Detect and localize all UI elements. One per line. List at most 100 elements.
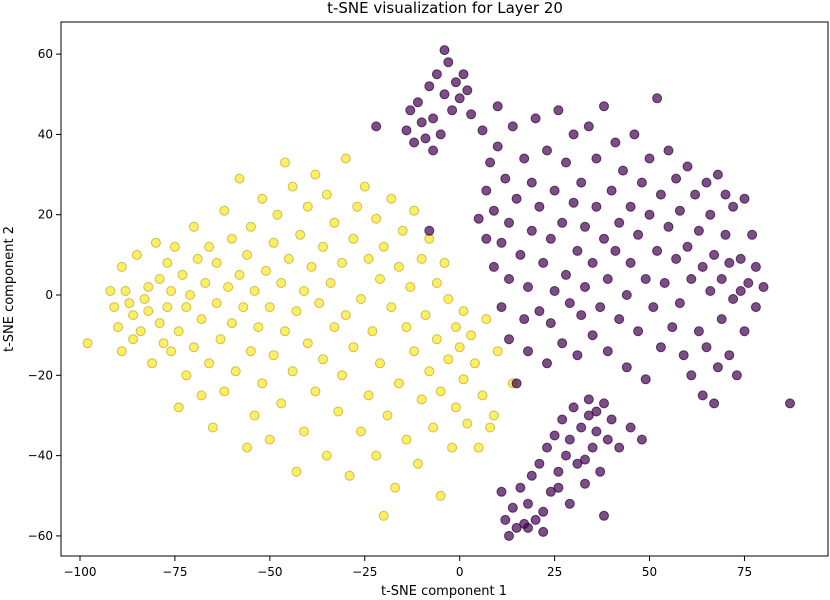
scatter-point [663,221,674,232]
scatter-point [545,233,556,244]
scatter-point [207,422,218,433]
scatter-point [253,322,264,333]
scatter-point [712,169,723,180]
scatter-point [173,402,184,413]
scatter-point [116,261,127,272]
scatter-point [758,282,769,292]
scatter-point [724,350,735,361]
scatter-point [128,310,139,321]
scatter-point [283,253,294,264]
scatter-point [276,398,287,409]
scatter-point [454,342,465,353]
scatter-point [720,189,731,200]
scatter-point [545,318,556,329]
scatter-point [496,237,507,248]
scatter-point [659,278,670,288]
scatter-point [318,354,328,365]
scatter-point [568,197,579,208]
scatter-point [131,249,142,260]
scatter-point [348,342,359,353]
scatter-point [82,338,93,349]
scatter-point [378,241,389,252]
scatter-point [416,394,427,405]
scatter-point [549,430,560,441]
scatter-point [515,482,526,493]
scatter-point [245,221,256,232]
scatter-point [712,362,723,373]
scatter-point [572,350,583,361]
scatter-point [485,157,496,168]
scatter-point [306,261,317,272]
scatter-point [705,286,716,296]
scatter-point [693,225,704,236]
scatter-point [158,338,169,349]
scatter-point [583,121,594,132]
scatter-point [519,153,530,164]
scatter-point [481,233,492,244]
scatter-point [576,177,587,188]
scatter-point [424,366,435,377]
y-tick-label: −40 [28,449,53,463]
scatter-point [705,209,716,220]
scatter-point [618,165,628,176]
scatter-point [337,257,347,268]
scatter-point [488,410,499,421]
scatter-point [405,105,416,116]
scatter-point [595,466,606,477]
scatter-point [462,85,473,96]
scatter-point [488,205,499,216]
scatter-point [348,233,359,244]
scatter-point [393,261,404,272]
scatter-point [481,185,492,196]
scatter-point [640,274,651,284]
x-tick-label: −75 [162,565,187,579]
scatter-point [606,414,617,425]
scatter-point [109,302,120,313]
scatter-point [507,121,518,132]
scatter-point [545,486,556,497]
scatter-point [690,189,701,200]
scatter-point [652,93,663,104]
scatter-point [439,89,450,100]
scatter-point [428,113,439,124]
scatter-point [287,366,298,377]
scatter-point [356,426,366,437]
x-tick-label: 50 [642,565,657,579]
scatter-point [500,173,511,184]
scatter-point [750,302,761,313]
scatter-point [564,498,575,509]
x-tick-label: −100 [64,565,97,579]
scatter-point [697,390,708,401]
scatter-point [473,213,484,224]
scatter-point [314,298,325,309]
scatter-point [492,101,503,112]
scatter-point [686,274,697,284]
scatter-point [591,153,602,164]
scatter-point [181,370,192,381]
scatter-point [249,410,260,421]
scatter-point [553,105,564,116]
scatter-point [234,269,245,280]
scatter-point [709,398,720,409]
scatter-point [412,97,423,108]
scatter-point [363,253,374,264]
scatter-point [242,442,253,453]
scatter-point [113,322,123,333]
scatter-point [530,113,541,124]
scatter-point [507,502,518,513]
scatter-point [177,269,188,280]
scatter-point [625,201,636,212]
scatter-point [287,181,298,192]
scatter-point [583,410,594,421]
scatter-point [526,225,537,236]
scatter-point [523,522,533,533]
scatter-point [591,201,602,212]
scatter-point [409,205,420,216]
scatter-point [511,378,522,389]
scatter-point [443,294,454,304]
scatter-point [625,422,636,433]
scatter-point [557,338,568,349]
scatter-point [580,221,590,232]
scatter-point [352,201,363,212]
scatter-point [504,217,514,228]
